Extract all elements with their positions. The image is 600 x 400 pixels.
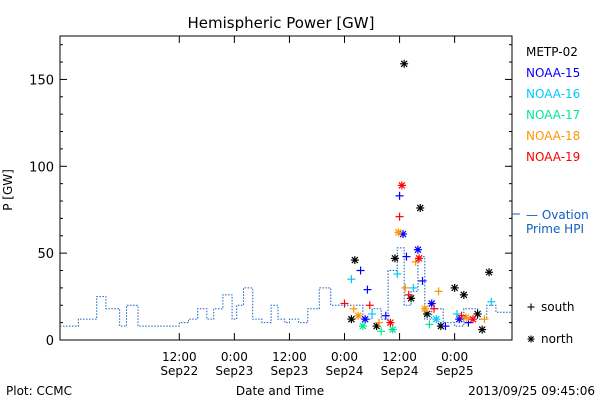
point-south-noaa-15 [402,252,411,261]
legend-item-noaa-16: NOAA-16 [526,87,580,101]
y-tick-label: 150 [29,73,54,88]
ovation-line-group [60,247,512,327]
x-tick-label-date: Sep24 [381,364,419,378]
point-south-noaa-15 [418,276,427,285]
y-tick-label: 50 [37,247,54,262]
point-north-noaa-19 [386,318,395,327]
point-south-noaa-18 [349,304,358,313]
point-south-noaa-15 [356,266,365,275]
data-points-group [340,59,496,336]
legend-ovation-line2: Prime HPI [526,222,584,236]
y-tick-label: 100 [29,160,54,175]
point-north-noaa-17 [358,322,367,331]
legend-marker-north [527,335,535,343]
point-north-noaa-15 [361,315,370,324]
x-tick-label-time: 0:00 [331,350,358,364]
x-tick-label-date: Sep23 [215,364,253,378]
x-axis-label: Date and Time [236,384,324,398]
point-north-metp-02 [400,59,409,68]
point-north-metp-02 [390,254,399,263]
point-south-noaa-18 [411,257,420,266]
point-south-noaa-18 [434,287,443,296]
point-south-noaa-19 [457,311,466,320]
point-north-noaa-16 [432,315,441,324]
point-south-noaa-18 [401,283,410,292]
point-north-noaa-19 [468,315,477,324]
point-south-noaa-18 [374,318,383,327]
point-south-noaa-16 [347,275,356,284]
plot-frame [59,35,513,341]
y-axis-label: P [GW] [1,169,15,211]
point-north-noaa-18 [420,304,429,313]
point-south-noaa-17 [377,327,386,336]
point-north-noaa-19 [397,181,406,190]
ovation-line [60,247,512,327]
legend-item-metp-02: METP-02 [526,45,578,59]
x-tick-label-time: 12:00 [382,350,417,364]
point-south-noaa-16 [368,309,377,318]
legend-ovation-line1: — Ovation [526,208,589,222]
x-tick-label-time: 12:00 [162,350,197,364]
legend-item-noaa-19: NOAA-19 [526,150,580,164]
x-tick-label-date: Sep25 [436,364,474,378]
point-south-noaa-15 [381,311,390,320]
legend-item-noaa-15: NOAA-15 [526,66,580,80]
x-tick-label-date: Sep24 [326,364,364,378]
point-north-metp-02 [485,268,494,277]
point-north-noaa-15 [413,245,422,254]
point-south-noaa-16 [452,309,461,318]
point-south-noaa-15 [395,191,404,200]
y-tick-label: 0 [46,334,54,349]
point-south-noaa-18 [480,315,489,324]
point-south-noaa-16 [409,283,418,292]
legend-marker-label-south: south [541,300,575,314]
point-south-noaa-19 [404,290,413,299]
legend-item-noaa-18: NOAA-18 [526,129,580,143]
plot-source: Plot: CCMC [6,384,72,398]
point-south-noaa-15 [441,322,450,331]
legend-marker-label-north: north [541,332,573,346]
point-south-noaa-15 [363,285,372,294]
x-tick-label-time: 12:00 [272,350,307,364]
point-south-noaa-19 [340,299,349,308]
point-north-noaa-19 [415,254,424,263]
point-north-metp-02 [450,283,459,292]
point-north-metp-02 [350,256,359,265]
point-south-noaa-16 [393,269,402,278]
point-north-metp-02 [347,315,356,324]
plot-timestamp: 2013/09/25 09:45:06 [468,384,595,398]
legend-marker-south [527,303,535,311]
x-tick-label-time: 0:00 [221,350,248,364]
point-south-noaa-16 [487,297,496,306]
point-north-metp-02 [459,290,468,299]
plot-axes: 05010015012:00Sep220:00Sep2312:00Sep230:… [29,35,513,378]
legend: METP-02 NOAA-15 NOAA-16 NOAA-17 NOAA-18 NOAA-… [512,45,589,346]
point-south-noaa-19 [365,301,374,310]
x-tick-label-date: Sep22 [160,364,198,378]
point-south-noaa-17 [425,320,434,329]
point-north-metp-02 [416,203,425,212]
point-north-noaa-18 [354,311,363,320]
point-north-metp-02 [478,325,487,334]
x-tick-label-date: Sep23 [270,364,308,378]
chart-title: Hemispheric Power [GW] [188,14,375,32]
point-south-noaa-19 [429,304,438,313]
point-north-noaa-18 [462,313,471,322]
point-north-noaa-18 [394,228,403,237]
legend-item-noaa-17: NOAA-17 [526,108,580,122]
point-south-noaa-19 [395,212,404,221]
point-north-noaa-17 [388,325,397,334]
x-tick-label-time: 0:00 [441,350,468,364]
